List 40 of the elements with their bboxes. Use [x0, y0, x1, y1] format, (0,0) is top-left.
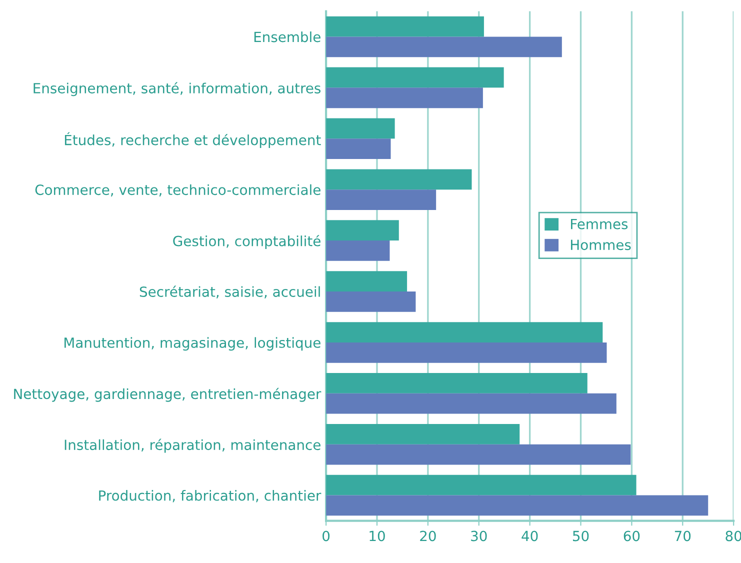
x-tick-label: 40	[522, 530, 538, 542]
bar	[326, 138, 391, 160]
bar	[326, 88, 483, 108]
x-tick-label: 20	[420, 530, 436, 542]
y-tick-label: Enseignement, santé, information, autres	[34, 82, 321, 96]
x-tick-label: 30	[471, 530, 487, 542]
bar	[326, 169, 472, 190]
y-tick-label: Commerce, vente, technico-commerciale	[35, 184, 320, 196]
bar	[326, 291, 416, 312]
bar	[326, 271, 408, 292]
x-tick-label: 10	[370, 530, 385, 542]
bar	[326, 118, 395, 139]
legend-label: Hommes	[571, 240, 631, 250]
x-tick-label: 70	[674, 530, 691, 542]
x-tick-label: 50	[572, 530, 589, 542]
y-tick-label: Production, fabrication, chantier	[99, 490, 322, 502]
y-tick-label: Études, recherche et développement	[64, 132, 321, 148]
y-tick-label: Installation, réparation, maintenance	[64, 438, 320, 453]
bar	[326, 342, 607, 363]
y-tick-label: Manutention, magasinage, logistique	[64, 337, 320, 351]
bar	[326, 393, 616, 414]
bar	[326, 240, 390, 261]
bar	[326, 16, 484, 37]
x-tick-label: 0	[322, 530, 330, 542]
bar	[326, 220, 399, 241]
bar	[326, 36, 562, 58]
y-tick-label: Secrétariat, saisie, accueil	[140, 286, 320, 298]
bar	[326, 67, 504, 88]
bar	[326, 190, 436, 210]
bar	[326, 444, 631, 465]
y-tick-label: Gestion, comptabilité	[173, 234, 320, 249]
bar	[326, 322, 603, 342]
bar	[326, 373, 588, 394]
x-tick-label: 60	[624, 530, 640, 542]
legend-label: Femmes	[571, 218, 628, 230]
bar	[326, 474, 636, 496]
y-tick-label: Ensemble	[254, 31, 320, 42]
bar	[326, 495, 708, 516]
y-tick-label: Nettoyage, gardiennage, entretien-ménager	[14, 388, 322, 402]
bar	[326, 424, 520, 444]
